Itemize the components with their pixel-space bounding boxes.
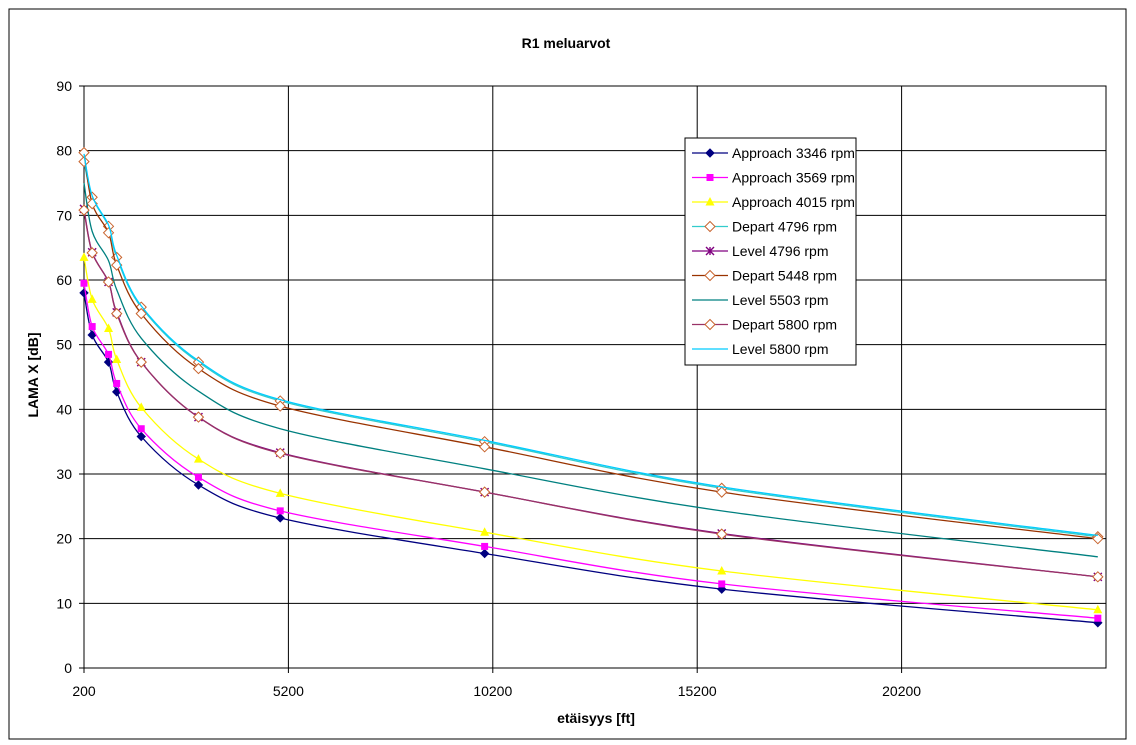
data-point: [275, 513, 285, 523]
legend-item: Approach 3569 rpm: [692, 170, 855, 186]
legend-label: Level 5503 rpm: [732, 292, 829, 308]
data-point: [192, 411, 205, 423]
data-point: [136, 431, 146, 442]
legend-label: Approach 3346 rpm: [732, 145, 855, 161]
chart-title: R1 meluarvot: [522, 35, 611, 51]
data-point: [717, 566, 727, 575]
data-point: [481, 542, 489, 550]
data-point: [1092, 532, 1104, 545]
series-3: [79, 252, 1103, 614]
legend-item: Depart 5800 rpm: [692, 317, 837, 333]
data-point: [137, 425, 145, 433]
data-point: [79, 252, 89, 261]
plot-area: 0 10 20 30 40 50 60 70 80 90 200 5200 10200 15200 2020…: [56, 78, 1107, 699]
data-point: [105, 350, 113, 358]
legend-label: Approach 4015 rpm: [732, 194, 855, 210]
data-point: [80, 279, 88, 287]
y-tick-label: 40: [56, 401, 72, 417]
series-line: [83, 182, 1098, 558]
legend-item: Depart 5448 rpm: [692, 268, 837, 284]
legend-swatch-marker: [704, 220, 716, 233]
data-point: [136, 402, 146, 411]
legend-label: Depart 5448 rpm: [732, 268, 837, 284]
x-tick-label: 200: [72, 683, 96, 699]
series-7: [83, 182, 1098, 558]
plot-background: [84, 86, 1106, 668]
data-point: [1093, 604, 1103, 614]
y-tick-label: 30: [56, 466, 72, 482]
legend-swatch-marker: [705, 246, 715, 256]
data-point: [87, 294, 97, 303]
legend-item: Level 5503 rpm: [692, 292, 829, 308]
y-tick-label: 80: [56, 143, 72, 159]
series-2: [80, 279, 1102, 622]
data-point: [192, 362, 205, 375]
legend-item: Approach 3346 rpm: [692, 145, 855, 161]
legend-swatch-marker: [705, 148, 715, 158]
data-point: [274, 400, 286, 412]
data-point: [104, 323, 114, 332]
data-point: [716, 528, 728, 540]
legend-label: Approach 3569 rpm: [732, 170, 855, 186]
x-tick-label: 10200: [473, 683, 512, 699]
y-tick-label: 90: [56, 78, 72, 94]
data-point: [78, 155, 90, 168]
data-point: [112, 354, 122, 364]
y-tick-label: 50: [56, 337, 72, 353]
series-line: [83, 153, 1098, 537]
data-point: [88, 323, 96, 331]
series-1: [79, 288, 1103, 628]
data-point: [275, 488, 285, 497]
legend-swatch-marker: [704, 269, 716, 282]
y-tick-label: 20: [56, 531, 72, 547]
data-point: [86, 247, 98, 259]
legend-label: Depart 4796 rpm: [732, 219, 837, 235]
data-point: [276, 507, 284, 515]
data-point: [1092, 571, 1104, 583]
data-point: [135, 307, 147, 320]
data-point: [113, 379, 121, 387]
legend-swatch-marker: [706, 174, 714, 181]
series-6: [78, 146, 1104, 545]
y-axis-label: LAMA X [dB]: [25, 332, 41, 417]
data-point: [1094, 614, 1102, 622]
series-8: [78, 204, 1104, 583]
data-point: [193, 454, 203, 463]
y-tick-label: 10: [56, 595, 72, 611]
y-tick-label: 60: [56, 272, 72, 288]
x-tick-label: 5200: [273, 683, 304, 699]
data-point: [78, 204, 90, 216]
data-point: [478, 486, 491, 498]
data-point: [478, 441, 491, 453]
data-point: [480, 527, 490, 536]
data-point: [274, 447, 286, 460]
legend-label: Level 5800 rpm: [732, 341, 829, 357]
legend-label: Depart 5800 rpm: [732, 317, 837, 333]
legend-item: Level 4796 rpm: [692, 243, 829, 259]
legend-swatch-marker: [704, 318, 716, 331]
data-point: [716, 486, 728, 498]
y-tick-label: 0: [64, 660, 72, 676]
legend-item: Depart 4796 rpm: [692, 219, 837, 235]
y-tick-label: 70: [56, 207, 72, 223]
data-point: [102, 276, 115, 288]
data-point: [110, 307, 123, 320]
data-point: [193, 480, 204, 490]
data-point: [479, 548, 490, 559]
legend: Approach 3346 rpm Approach 3569 rpm Approa…: [684, 137, 857, 366]
data-point: [194, 473, 202, 481]
x-axis-label: etäisyys [ft]: [557, 710, 635, 726]
x-tick-label: 20200: [882, 683, 921, 699]
series-9: [83, 153, 1098, 537]
legend-label: Level 4796 rpm: [732, 243, 829, 259]
data-point: [135, 356, 147, 368]
plot-border: [83, 85, 1107, 669]
x-tick-label: 15200: [678, 683, 717, 699]
data-point: [718, 580, 726, 588]
legend-item: Level 5800 rpm: [692, 341, 829, 357]
legend-item: Approach 4015 rpm: [692, 194, 855, 210]
legend-swatch-marker: [705, 197, 715, 206]
